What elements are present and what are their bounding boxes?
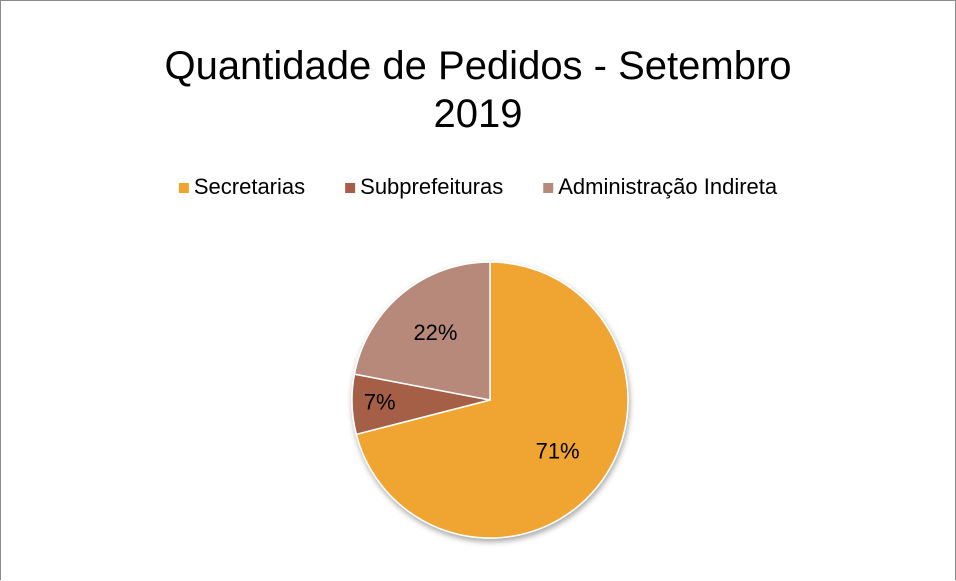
legend-label: Subprefeituras	[360, 174, 503, 199]
pie-slice	[353, 261, 491, 401]
legend-swatch	[345, 183, 356, 193]
legend-item: Subprefeituras	[345, 174, 503, 199]
pie	[351, 261, 629, 539]
data-label: 22%	[413, 320, 457, 345]
legend-swatch	[543, 183, 554, 193]
legend-label: Administração Indireta	[558, 174, 778, 199]
legend-label: Secretarias	[194, 174, 305, 199]
data-label: 7%	[364, 389, 396, 414]
legend-item: Secretarias	[178, 174, 305, 199]
chart-title: Quantidade de Pedidos - Setembro 2019	[164, 44, 792, 136]
legend-item: Administração Indireta	[543, 174, 778, 199]
pie-slice	[355, 261, 629, 539]
data-label: 71%	[536, 438, 580, 463]
legend-swatch	[178, 183, 189, 193]
